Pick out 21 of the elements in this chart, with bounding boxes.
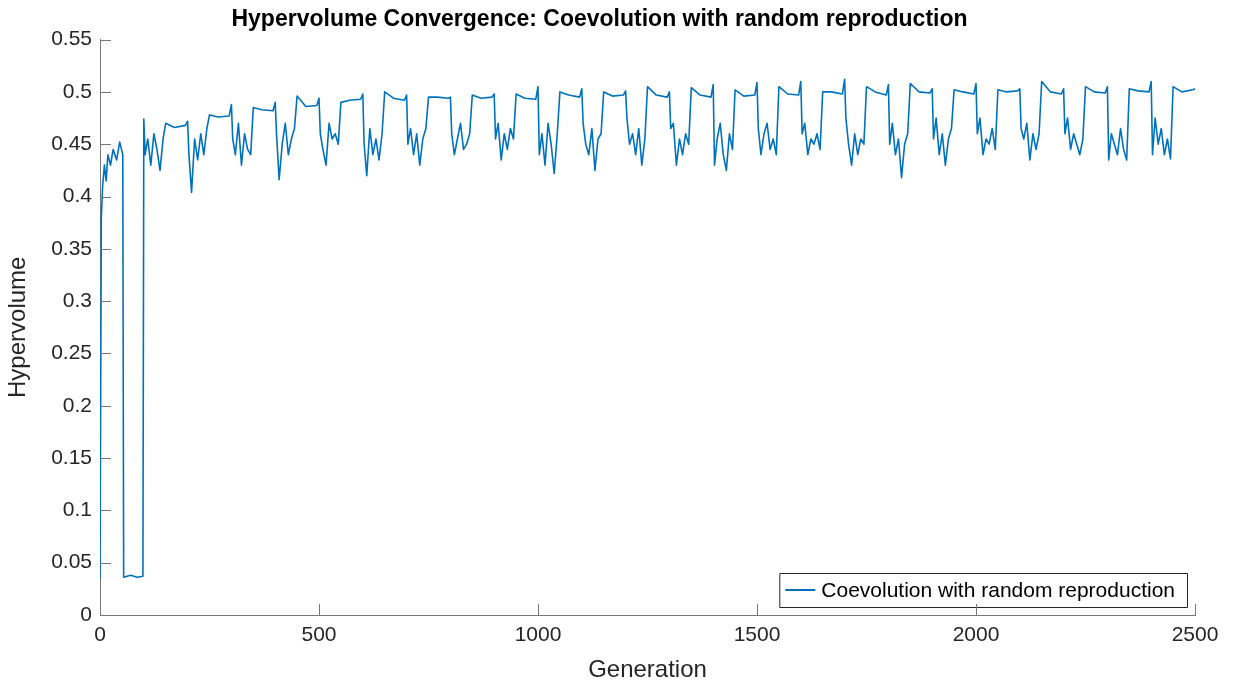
y-tick-label: 0.05 [51,549,92,573]
y-tick-label: 0.55 [51,26,92,50]
y-tick-label: 0 [80,601,92,625]
x-tick-label: 2500 [1171,622,1219,646]
x-tick-label: 500 [301,622,337,646]
y-tick-label: 0.15 [51,444,92,468]
y-tick-label: 0.2 [62,392,92,416]
y-tick-label: 0.45 [51,131,92,155]
y-tick-label: 0.4 [62,183,93,207]
y-tick-label: 0.3 [62,287,92,311]
x-axis-title: Generation [588,655,707,683]
y-tick-label: 0.35 [51,235,92,259]
x-tick-label: 1000 [514,622,562,646]
y-axis-title: Hypervolume [3,256,31,398]
y-tick-label: 0.1 [62,497,92,521]
y-tick-label: 0.5 [62,78,92,102]
legend-label: Coevolution with random reproduction [821,577,1175,601]
chart-title: Hypervolume Convergence: Coevolution with random reproduction [231,5,968,32]
x-tick-label: 2000 [952,622,1000,646]
y-tick-label: 0.25 [51,340,92,364]
x-tick-label: 1500 [733,622,781,646]
